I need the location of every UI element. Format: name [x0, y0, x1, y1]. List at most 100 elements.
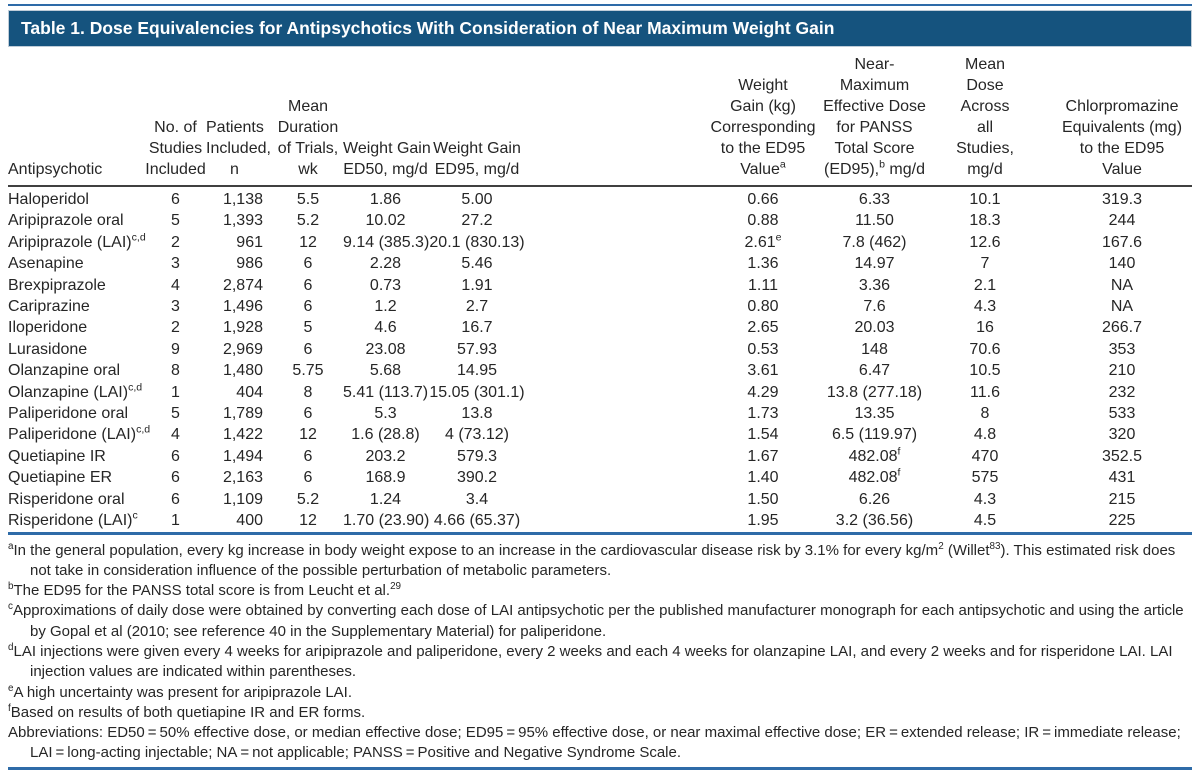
cell-near-max-effective-dose: 11.50: [855, 212, 894, 230]
cell-studies-included: 6: [171, 469, 180, 487]
cell-patients-included: 404: [236, 383, 263, 401]
cell-trial-duration: 12: [299, 426, 317, 444]
column-header-studies-included: No. of Studies Included: [145, 119, 206, 178]
column-header-antipsychotic: Antipsychotic: [8, 161, 103, 178]
journal-table-page: Table 1. Dose Equivalencies for Antipsyc…: [0, 4, 1200, 770]
column-header-weight-gain-kg-ed95: Weight Gain (kg) Corresponding to the ED95 V…: [710, 77, 816, 178]
cell-trial-duration: 6: [303, 340, 313, 358]
cell-weight-gain-kg-ed95: 2.61e: [744, 231, 782, 251]
cell-weight-gain-ed95: 1.91: [461, 276, 493, 294]
cell-studies-included: 3: [171, 255, 180, 273]
cell-antipsychotic: Paliperidone (LAI)c,d: [8, 424, 151, 444]
cell-weight-gain-ed95: 16.7: [461, 319, 493, 337]
cell-studies-included: 5: [171, 212, 180, 230]
table-title: Table 1. Dose Equivalencies for Antipsyc…: [21, 18, 835, 38]
cell-trial-duration: 8: [303, 383, 313, 401]
cell-weight-gain-kg-ed95: 1.40: [747, 469, 779, 487]
column-header-trial-duration: Mean Duration of Trials, wk: [277, 98, 339, 178]
cell-weight-gain-ed50: 1.70 (23.90): [343, 512, 430, 530]
cell-weight-gain-ed50: 1.86: [369, 191, 402, 208]
table-row: Aripiprazole (LAI)c,d 2 961 12 9.14 (385.3) 2…: [8, 232, 1192, 253]
cell-weight-gain-ed50: 168.9: [365, 469, 406, 487]
cell-chlorpromazine-equivalents: 431: [1108, 469, 1136, 487]
cell-mean-dose: 8: [980, 405, 990, 423]
cell-weight-gain-kg-ed95: 1.54: [747, 426, 779, 444]
cell-antipsychotic: Quetiapine IR: [8, 447, 106, 465]
cell-near-max-effective-dose: 6.47: [858, 362, 891, 380]
cell-patients-included: 400: [236, 512, 263, 530]
cell-weight-gain-ed95: 4 (73.12): [444, 426, 510, 444]
cell-patients-included: 1,480: [222, 362, 263, 380]
cell-near-max-effective-dose: 14.97: [854, 255, 895, 273]
cell-mean-dose: 18.3: [969, 212, 1001, 230]
cell-trial-duration: 12: [299, 233, 317, 251]
cell-weight-gain-ed95: 27.2: [461, 212, 493, 230]
cell-weight-gain-ed50: 5.68: [369, 362, 402, 380]
column-header-near-max-effective-dose: Near- Maximum Effective Dose for PANSS Total…: [823, 56, 926, 178]
cell-mean-dose: 470: [971, 447, 999, 465]
cell-weight-gain-kg-ed95: 0.66: [747, 191, 779, 208]
column-header-weight-gain-ed50: Weight Gain ED50, mg/d: [343, 140, 431, 178]
cell-weight-gain-kg-ed95: 0.80: [747, 298, 779, 316]
cell-chlorpromazine-equivalents: 225: [1108, 512, 1136, 530]
cell-chlorpromazine-equivalents: 353: [1108, 340, 1136, 358]
abbreviations: Abbreviations: ED50 = 50% effective dose…: [8, 724, 1181, 762]
cell-trial-duration: 6: [303, 255, 313, 273]
cell-near-max-effective-dose: 482.08f: [848, 445, 901, 465]
cell-patients-included: 1,928: [222, 319, 263, 337]
cell-weight-gain-kg-ed95: 3.61: [747, 362, 779, 380]
cell-patients-included: 1,393: [222, 212, 263, 230]
cell-studies-included: 6: [171, 191, 180, 208]
cell-weight-gain-ed95: 4.66 (65.37): [433, 512, 521, 530]
cell-chlorpromazine-equivalents: 140: [1108, 255, 1136, 273]
cell-weight-gain-ed50: 1.24: [369, 490, 402, 508]
cell-chlorpromazine-equivalents: NA: [1110, 276, 1134, 294]
cell-patients-included: 2,969: [222, 340, 263, 358]
cell-antipsychotic: Quetiapine ER: [8, 469, 113, 487]
cell-weight-gain-ed95: 15.05 (301.1): [429, 383, 525, 401]
cell-studies-included: 2: [171, 319, 180, 337]
cell-antipsychotic: Cariprazine: [8, 298, 90, 316]
cell-near-max-effective-dose: 7.8 (462): [842, 233, 907, 251]
cell-studies-included: 6: [171, 490, 180, 508]
table-row: Aripiprazole oral 5 1,393 5.2 10.02 27.2 0.88 1…: [8, 210, 1192, 231]
column-header-chlorpromazine-equivalents: Chlorpromazine Equivalents (mg) to the ED9…: [1061, 98, 1183, 178]
table-title-bar: Table 1. Dose Equivalencies for Antipsyc…: [8, 10, 1192, 47]
cell-studies-included: 9: [171, 340, 180, 358]
cell-near-max-effective-dose: 13.35: [854, 405, 895, 423]
cell-chlorpromazine-equivalents: 319.3: [1101, 191, 1143, 208]
table-row: Brexpiprazole 4 2,874 6 0.73 1.91 1.11 3.36 2.1 N…: [8, 275, 1192, 296]
cell-patients-included: 1,109: [222, 490, 263, 508]
cell-studies-included: 6: [171, 447, 180, 465]
cell-weight-gain-ed50: 4.6: [374, 319, 397, 337]
cell-mean-dose: 575: [971, 469, 999, 487]
cell-mean-dose: 4.3: [973, 298, 997, 316]
cell-near-max-effective-dose: 6.33: [858, 191, 891, 208]
bottom-divider: [8, 766, 1192, 770]
cell-studies-included: 5: [171, 405, 180, 423]
cell-weight-gain-ed95: 5.00: [461, 191, 493, 208]
cell-patients-included: 1,138: [222, 191, 263, 208]
cell-near-max-effective-dose: 482.08f: [848, 466, 901, 487]
cell-near-max-effective-dose: 7.6: [863, 298, 886, 316]
table-row: Cariprazine 3 1,496 6 1.2 2.7 0.80 7.6 4.3 NA: [8, 296, 1192, 317]
footnotes-section: aIn the general population, every kg inc…: [8, 535, 1192, 764]
cell-patients-included: 1,496: [222, 298, 263, 316]
cell-near-max-effective-dose: 20.03: [854, 319, 895, 337]
cell-mean-dose: 4.3: [973, 490, 997, 508]
cell-weight-gain-kg-ed95: 0.53: [747, 340, 779, 358]
cell-mean-dose: 12.6: [969, 233, 1001, 251]
cell-patients-included: 1,494: [222, 447, 263, 465]
cell-near-max-effective-dose: 3.2 (36.56): [835, 512, 914, 530]
column-header-mean-dose: Mean Dose Across all Studies, mg/d: [956, 56, 1014, 178]
cell-antipsychotic: Aripiprazole (LAI)c,d: [8, 231, 146, 251]
cell-studies-included: 4: [171, 276, 180, 294]
cell-antipsychotic: Olanzapine (LAI)c,d: [8, 381, 143, 401]
cell-weight-gain-ed50: 5.41 (113.7): [343, 383, 429, 401]
cell-chlorpromazine-equivalents: 215: [1108, 490, 1136, 508]
cell-studies-included: 1: [171, 383, 180, 401]
table-row: Iloperidone 2 1,928 5 4.6 16.7 2.65 20.03 16 266.…: [8, 317, 1192, 338]
cell-antipsychotic: Asenapine: [8, 255, 84, 273]
table-row: Quetiapine IR 6 1,494 6 203.2 579.3 1.67 482.08…: [8, 446, 1192, 467]
cell-weight-gain-ed95: 57.93: [456, 340, 498, 358]
